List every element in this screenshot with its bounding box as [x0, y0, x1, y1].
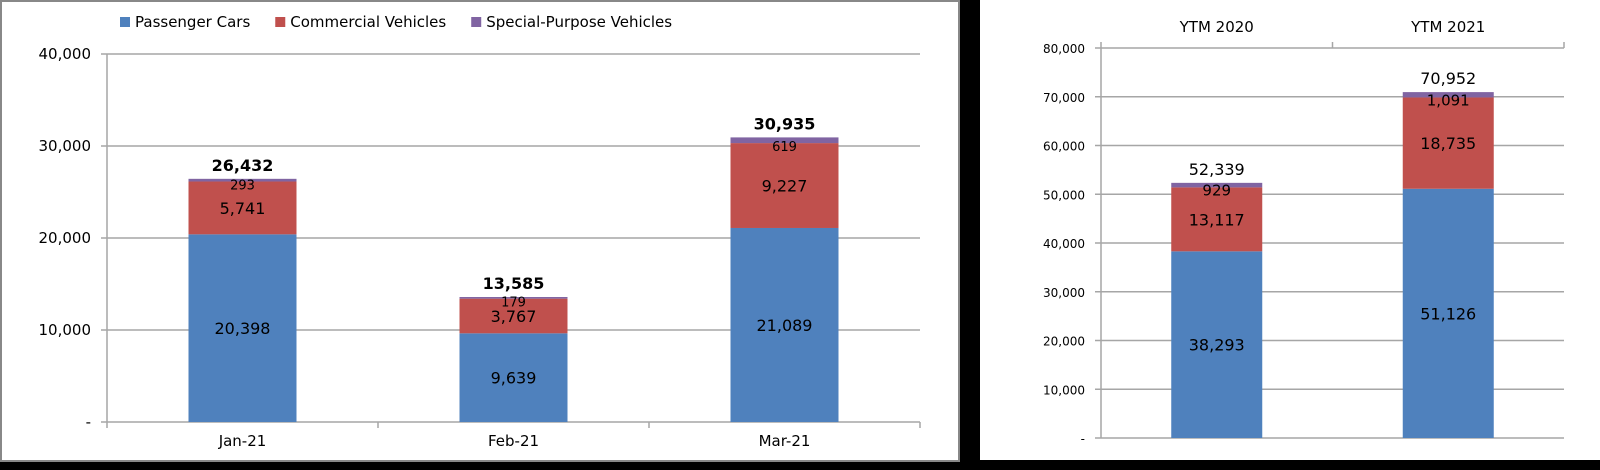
bar-commercial-vehicles — [1402, 97, 1494, 189]
bar-special-purpose-vehicles — [730, 137, 839, 144]
data-label: 9,639 — [491, 369, 537, 388]
x-category-label: YTM 2021 — [1410, 18, 1485, 36]
data-label: 5,741 — [220, 199, 266, 218]
y-tick-label: 30,000 — [1043, 286, 1085, 300]
bar-passenger-cars — [188, 234, 297, 422]
x-category-label: Mar-21 — [759, 432, 811, 450]
data-label: 18,735 — [1420, 134, 1476, 153]
legend-entry: Commercial Vehicles — [290, 13, 446, 31]
bar-commercial-vehicles — [730, 143, 839, 228]
total-label: 30,935 — [754, 114, 816, 133]
bar-special-purpose-vehicles — [188, 178, 297, 182]
x-category-label: Jan-21 — [218, 432, 267, 450]
data-label: 293 — [230, 179, 255, 194]
data-label: 3,767 — [491, 307, 537, 326]
bar-passenger-cars — [459, 333, 568, 422]
x-category-label: Feb-21 — [488, 432, 539, 450]
data-label: 20,398 — [215, 319, 271, 338]
y-tick-label: 60,000 — [1043, 140, 1085, 154]
bar-special-purpose-vehicles — [1402, 92, 1494, 98]
y-tick-label: - — [1081, 432, 1085, 446]
ytm-sales-chart: - 10,000 20,000 30,000 40,000 50,000 60,000 70,… — [1043, 18, 1565, 446]
total-label: 70,952 — [1420, 69, 1476, 88]
bar-commercial-vehicles — [1171, 187, 1263, 252]
bar-passenger-cars — [1171, 251, 1263, 438]
y-tick-label: 10,000 — [39, 321, 92, 339]
total-label: 26,432 — [212, 156, 274, 175]
y-tick-label: 30,000 — [39, 137, 92, 155]
data-label: 1,091 — [1427, 91, 1470, 109]
legend-swatch — [275, 17, 286, 27]
bar-passenger-cars — [1402, 188, 1494, 438]
data-label: 38,293 — [1189, 336, 1245, 355]
legend-swatch — [120, 17, 130, 27]
y-tick-label: 80,000 — [1043, 42, 1085, 56]
bar-special-purpose-vehicles — [1171, 182, 1263, 188]
data-label: 929 — [1202, 181, 1231, 199]
bar-passenger-cars — [730, 227, 839, 422]
data-label: 179 — [501, 296, 526, 311]
y-tick-label: 10,000 — [1043, 383, 1085, 397]
data-label: 13,117 — [1189, 210, 1245, 229]
data-label: 619 — [772, 140, 797, 155]
legend-entry: Special-Purpose Vehicles — [486, 13, 672, 31]
bar-special-purpose-vehicles — [459, 297, 568, 299]
y-tick-label: - — [86, 413, 91, 431]
data-label: 21,089 — [757, 316, 813, 335]
total-label: 52,339 — [1189, 160, 1245, 179]
y-tick-label: 20,000 — [39, 229, 92, 247]
y-tick-label: 50,000 — [1043, 188, 1085, 202]
total-label: 13,585 — [483, 274, 545, 293]
bar-commercial-vehicles — [188, 181, 297, 235]
monthly-sales-chart-panel: - 10,000 20,000 30,000 40,000 Jan-21 20,398 5,7… — [0, 0, 960, 462]
ytm-sales-chart-panel: - 10,000 20,000 30,000 40,000 50,000 60,000 70,… — [980, 0, 1600, 460]
y-tick-label: 20,000 — [1043, 335, 1085, 349]
x-category-label: YTM 2020 — [1179, 18, 1254, 36]
data-label: 51,126 — [1420, 304, 1476, 323]
y-tick-label: 40,000 — [1043, 237, 1085, 251]
data-label: 9,227 — [762, 177, 808, 196]
monthly-sales-chart: - 10,000 20,000 30,000 40,000 Jan-21 20,398 5,7… — [39, 13, 921, 450]
y-tick-label: 40,000 — [39, 45, 92, 63]
y-tick-label: 70,000 — [1043, 91, 1085, 105]
legend-entry: Passenger Cars — [135, 13, 250, 31]
bar-commercial-vehicles — [459, 298, 568, 334]
legend-swatch — [471, 17, 482, 27]
